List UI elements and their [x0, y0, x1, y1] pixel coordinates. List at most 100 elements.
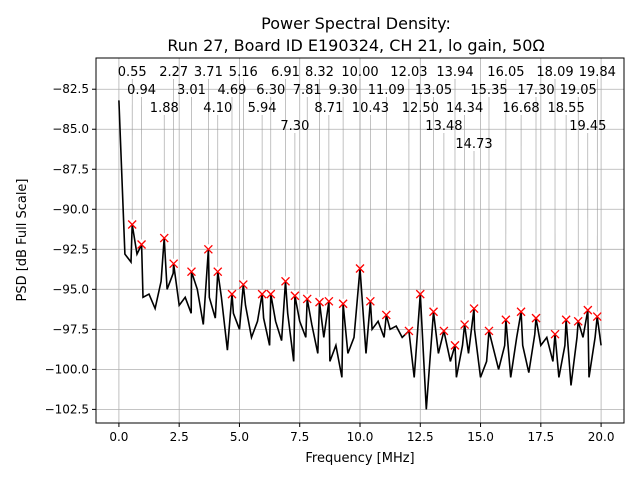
peak-labels: 0.55 0.94 1.88 2.27 3.01 3.71 4.10 4.69 5.16 5.94… — [118, 65, 616, 152]
peak-marker — [415, 289, 425, 299]
x-marker-stroke — [550, 329, 560, 339]
x-tick-label: 15.0 — [467, 430, 494, 444]
peak-marker — [302, 294, 312, 304]
peak-label: 6.30 — [256, 83, 285, 98]
peak-label: 1.88 — [150, 101, 179, 116]
peak-marker — [501, 315, 511, 325]
peak-marker — [429, 307, 438, 317]
chart-title-line-1: Power Spectral Density: — [261, 14, 451, 33]
peak-marker — [213, 267, 223, 277]
peak-label: 14.73 — [455, 137, 492, 152]
peak-label: 16.68 — [502, 101, 539, 116]
x-axis-ticks: 0.0 2.5 5.0 7.5 10.0 12.5 15.0 17.5 20.0 — [109, 423, 614, 444]
x-tick-label: 10.0 — [347, 430, 374, 444]
peak-marker — [573, 316, 583, 326]
peak-marker — [159, 233, 169, 243]
peak-marker — [137, 240, 147, 249]
x-marker-stroke — [238, 280, 248, 289]
x-marker-stroke — [404, 326, 414, 336]
peak-label: 14.34 — [446, 101, 483, 116]
x-marker-stroke — [169, 259, 179, 269]
x-marker-stroke — [583, 305, 593, 315]
peak-marker — [187, 267, 196, 277]
peak-label: 7.81 — [293, 83, 322, 98]
x-marker-stroke — [281, 276, 290, 286]
peak-label: 11.09 — [368, 83, 405, 98]
y-tick-label: −85.0 — [52, 122, 89, 136]
x-marker-stroke — [561, 315, 571, 325]
peak-marker — [365, 296, 375, 306]
y-tick-label: −97.5 — [52, 322, 89, 336]
peak-marker — [290, 291, 300, 301]
x-marker-stroke — [484, 326, 494, 336]
peak-label: 16.05 — [487, 65, 524, 80]
peak-label: 8.71 — [314, 101, 343, 116]
x-marker-stroke — [137, 240, 147, 249]
y-tick-label: −102.5 — [45, 402, 89, 416]
x-marker-stroke — [324, 296, 334, 306]
y-axis-label: PSD [dB Full Scale] — [15, 178, 30, 301]
peak-label: 6.91 — [271, 65, 300, 80]
x-marker-stroke — [381, 310, 391, 320]
peak-label: 5.16 — [229, 65, 258, 80]
x-marker-stroke — [213, 267, 223, 277]
peak-marker — [516, 307, 526, 317]
x-marker-stroke — [501, 315, 511, 325]
peak-marker — [355, 264, 365, 273]
y-tick-label: −87.5 — [52, 162, 89, 176]
peak-marker — [381, 310, 391, 320]
peak-marker — [469, 304, 479, 313]
x-marker-stroke — [187, 267, 196, 277]
x-marker-stroke — [415, 289, 425, 299]
peak-label: 13.48 — [425, 119, 462, 134]
x-marker-stroke — [127, 220, 137, 229]
x-tick-label: 12.5 — [407, 430, 434, 444]
x-marker-stroke — [159, 233, 169, 243]
peak-label: 10.43 — [352, 101, 389, 116]
y-tick-label: −90.0 — [52, 202, 89, 216]
x-marker-stroke — [439, 326, 449, 336]
peak-marker — [266, 289, 276, 299]
peak-marker — [561, 315, 571, 325]
peak-label: 18.55 — [548, 101, 585, 116]
x-marker-stroke — [227, 289, 237, 299]
peak-marker — [592, 312, 602, 322]
peak-label: 18.09 — [536, 65, 573, 80]
peak-label: 0.94 — [127, 83, 156, 98]
y-axis-ticks: −82.5 −85.0 −87.5 −90.0 −92.5 −95.0 −97.5 −100.… — [45, 82, 96, 416]
x-marker-stroke — [257, 289, 267, 299]
y-tick-label: −92.5 — [52, 242, 89, 256]
peak-label: 13.05 — [415, 83, 452, 98]
x-marker-stroke — [450, 340, 460, 350]
peak-marker — [281, 276, 290, 286]
peak-label: 19.84 — [579, 65, 616, 80]
x-marker-stroke — [460, 320, 470, 330]
peak-marker — [257, 289, 267, 299]
x-axis-label: Frequency [MHz] — [305, 451, 414, 466]
peak-label: 17.30 — [517, 83, 554, 98]
peak-label: 0.55 — [118, 65, 147, 80]
peak-markers — [127, 220, 602, 350]
peak-marker — [127, 220, 137, 229]
peak-label: 10.00 — [341, 65, 378, 80]
x-marker-stroke — [290, 291, 300, 301]
psd-trace — [118, 100, 602, 410]
x-marker-stroke — [315, 297, 324, 307]
x-tick-label: 2.5 — [170, 430, 189, 444]
peak-label: 5.94 — [248, 101, 277, 116]
y-tick-label: −82.5 — [52, 82, 89, 96]
x-tick-label: 7.5 — [290, 430, 309, 444]
peak-label: 4.69 — [218, 83, 247, 98]
peak-leader-lines — [131, 78, 598, 341]
x-marker-stroke — [365, 296, 375, 306]
peak-marker — [315, 297, 324, 307]
peak-label: 3.71 — [194, 65, 223, 80]
peak-label: 4.10 — [203, 101, 232, 116]
peak-marker — [484, 326, 494, 336]
x-marker-stroke — [573, 316, 583, 326]
x-tick-label: 0.0 — [109, 430, 128, 444]
chart-title-line-2: Run 27, Board ID E190324, CH 21, lo gain… — [167, 36, 544, 55]
peak-marker — [550, 329, 560, 339]
x-marker-stroke — [355, 264, 365, 273]
